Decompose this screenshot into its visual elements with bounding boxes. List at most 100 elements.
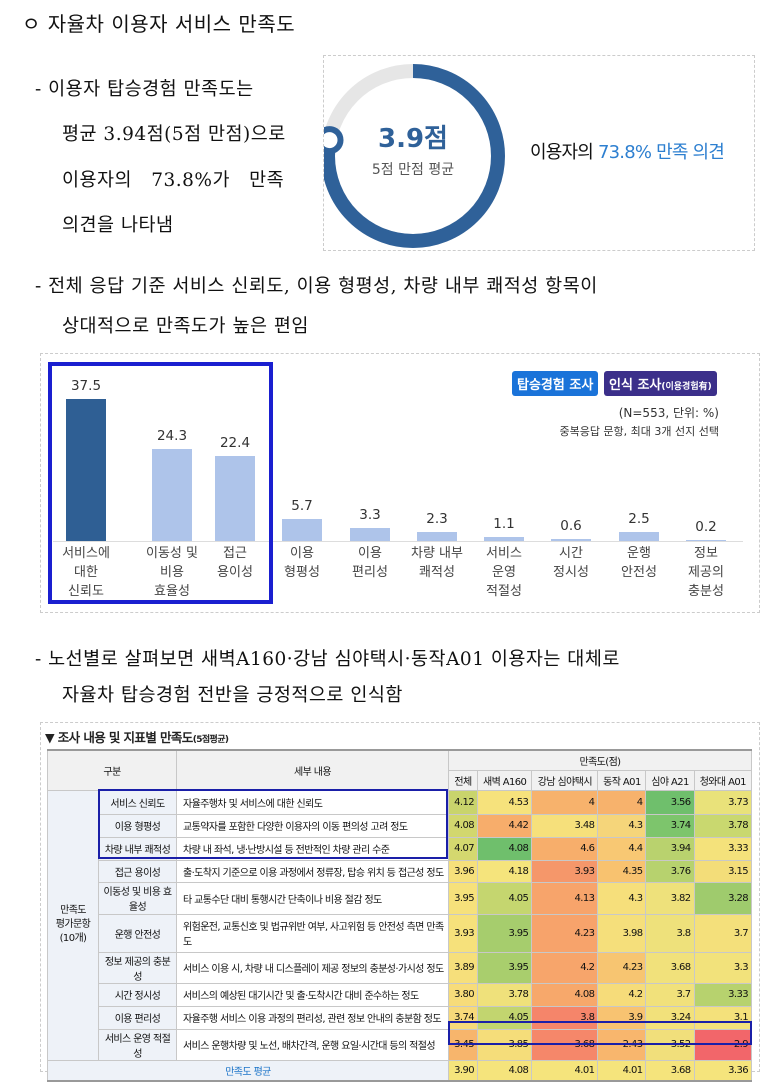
score-cell: 3.56 <box>645 789 695 815</box>
bar-value-label: 2.5 <box>628 510 650 527</box>
table-row: 시간 정시성 서비스의 예상된 대기시간 및 출·도착시간 대비 준수하는 정도 3… <box>48 982 753 1007</box>
bar-value-label: 0.6 <box>560 517 582 534</box>
score-cell: 4.13 <box>531 881 599 915</box>
badge-perception-survey: 인식 조사(이용경험有) <box>604 371 717 396</box>
score-cell: 4.2 <box>531 951 599 984</box>
bar <box>215 456 255 541</box>
score-cell: 4.18 <box>477 859 533 883</box>
avg-cell: 4.01 <box>597 1059 647 1082</box>
score-cell: 3.28 <box>693 881 753 915</box>
caption-highlight: 73.8% 만족 의견 <box>597 142 725 163</box>
bar-value-label: 5.7 <box>291 498 313 515</box>
th-detail: 세부 내용 <box>176 749 449 791</box>
score-cell: 4.12 <box>447 789 479 815</box>
avg-label: 만족도 평균 <box>47 1059 449 1082</box>
para3-line: 자율차 탑승경험 전반을 긍정적으로 인식함 <box>62 685 403 706</box>
bar-value-label: 24.3 <box>156 427 188 444</box>
bar-category-label: 이용 편리성 <box>352 546 388 580</box>
score-cell: 3.78 <box>477 982 533 1007</box>
score-cell: 4.08 <box>531 982 599 1007</box>
score-cell: 3.98 <box>597 913 647 953</box>
score-cell: 4.35 <box>597 859 647 883</box>
row-detail: 출·도착지 기준으로 이용 과정에서 정류장, 탑승 위치 등 접근성 정도 <box>176 859 449 883</box>
bar-category-label: 서비스 운영 적절성 <box>486 546 522 599</box>
row-name: 서비스 신뢰도 <box>98 789 177 815</box>
table-row: 차량 내부 쾌적성 차량 내 좌석, 냉·난방시설 등 전반적인 차량 관리 수준… <box>48 836 753 861</box>
th-col: 청와대 A01 <box>693 769 753 791</box>
para1-line: 이용자의 73.8%가 만족 <box>62 170 285 191</box>
score-cell: 3.95 <box>447 881 479 915</box>
row-highlight-operation <box>448 1021 752 1045</box>
donut-knob <box>324 126 344 155</box>
row-detail: 자율주행 서비스 이용 과정의 편리성, 관련 정보 안내의 충분함 정도 <box>176 1005 449 1030</box>
score-cell: 4.2 <box>597 982 647 1007</box>
bar <box>66 398 106 541</box>
bar-category-label: 시간 정시성 <box>553 546 589 580</box>
bar-category-label: 접근 용이성 <box>217 546 253 580</box>
para2-line: 상대적으로 만족도가 높은 편임 <box>62 316 309 337</box>
bar-category-label: 차량 내부 쾌적성 <box>411 546 463 580</box>
score-cell: 4 <box>531 789 599 815</box>
donut-sub: 5점 만점 평균 <box>371 162 455 178</box>
bar-value-label: 0.2 <box>695 519 717 536</box>
score-cell: 3.73 <box>693 789 753 815</box>
th-col: 심야 A21 <box>645 769 695 791</box>
th-col: 새벽 A160 <box>477 769 533 791</box>
row-name: 이용 형평성 <box>98 813 177 838</box>
row-detail: 타 교통수단 대비 통행시간 단축이나 비용 절감 정도 <box>176 881 449 915</box>
table-row: 접근 용이성 출·도착지 기준으로 이용 과정에서 정류장, 탑승 위치 등 접근… <box>48 859 753 883</box>
section-heading: ㅇ 자율차 이용자 서비스 만족도 <box>22 12 296 36</box>
score-cell: 3.95 <box>477 913 533 953</box>
score-cell: 3.93 <box>447 913 479 953</box>
table-row: 정보 제공의 충분성 서비스 이용 시, 차량 내 디스플레이 제공 정보의 충분… <box>48 951 753 984</box>
avg-cell: 4.08 <box>477 1059 533 1082</box>
bar <box>619 531 659 541</box>
chart-note-n: (N=553, 단위: %) <box>618 406 719 420</box>
bar-value-label: 37.5 <box>70 377 102 394</box>
row-name: 차량 내부 쾌적성 <box>98 836 177 861</box>
row-detail: 서비스 이용 시, 차량 내 디스플레이 제공 정보의 충분성·가시성 정도 <box>176 951 449 984</box>
score-cell: 4.07 <box>447 836 479 861</box>
caption-prefix: 이용자의 <box>530 142 598 163</box>
score-cell: 4.08 <box>447 813 479 838</box>
avg-cell: 4.01 <box>531 1059 599 1082</box>
bar-value-label: 1.1 <box>493 515 515 532</box>
group-label: 만족도 평가문항 (10개) <box>47 789 99 1061</box>
score-cell: 3.94 <box>645 836 695 861</box>
table-row: 이용 형평성 교통약자를 포함한 다양한 이용자의 이동 편의성 고려 정도 4.0… <box>48 813 753 838</box>
row-detail: 차량 내 좌석, 냉·난방시설 등 전반적인 차량 관리 수준 <box>176 836 449 861</box>
para3-line: - 노선별로 살펴보면 새벽A160·강남 심야택시·동작A01 이용자는 대체… <box>35 649 620 670</box>
row-name: 이용 편리성 <box>98 1005 177 1030</box>
row-detail: 서비스 운행차량 및 노선, 배차간격, 운행 요일·시간대 등의 적절성 <box>176 1028 449 1061</box>
row-detail: 서비스의 예상된 대기시간 및 출·도착시간 대비 준수하는 정도 <box>176 982 449 1007</box>
donut-panel: 3.9점 5점 만점 평균 이용자의 73.8% 만족 의견 <box>323 55 755 251</box>
bar-category-label: 서비스에 대한 신뢰도 <box>62 546 110 599</box>
bar-category-label: 이동성 및 비용 효율성 <box>146 546 198 599</box>
bar-chart-panel: 탑승경험 조사 인식 조사(이용경험有) (N=553, 단위: %) 중복응답… <box>40 353 760 613</box>
table-row: 운행 안전성 위험운전, 교통신호 및 법규위반 여부, 사고위험 등 안전성 측… <box>48 913 753 953</box>
score-cell: 3.8 <box>531 1005 599 1030</box>
score-cell: 3.82 <box>645 881 695 915</box>
table-title: ▼ 조사 내용 및 지표별 만족도(5점평균) <box>45 730 229 745</box>
donut-arc <box>324 64 505 248</box>
score-cell: 3.33 <box>693 982 753 1007</box>
row-name: 이동성 및 비용 효율성 <box>98 881 177 915</box>
bar <box>417 532 457 541</box>
score-cell: 3.95 <box>477 951 533 984</box>
donut-score: 3.9점 <box>378 124 448 154</box>
bar <box>551 538 591 541</box>
bar-category-label: 정보 제공의 충분성 <box>688 546 724 599</box>
bar-value-label: 3.3 <box>359 507 381 524</box>
score-cell: 4.08 <box>477 836 533 861</box>
th-col: 전체 <box>447 769 479 791</box>
satisfaction-table: 구분 세부 내용 만족도(점) 전체 새벽 A160 강남 심야택시 동작 A01 심야… <box>47 749 753 1082</box>
bar-value-label: 2.3 <box>426 511 448 528</box>
row-highlight-top3 <box>98 789 448 859</box>
row-name: 접근 용이성 <box>98 859 177 883</box>
para2-line: - 전체 응답 기준 서비스 신뢰도, 이용 형평성, 차량 내부 쾌적성 항목… <box>35 276 598 297</box>
th-group: 만족도(점) <box>448 749 752 771</box>
score-cell: 3.7 <box>693 913 753 953</box>
donut-chart <box>324 64 505 248</box>
row-name: 운행 안전성 <box>98 913 177 953</box>
score-cell: 3.24 <box>645 1005 695 1030</box>
